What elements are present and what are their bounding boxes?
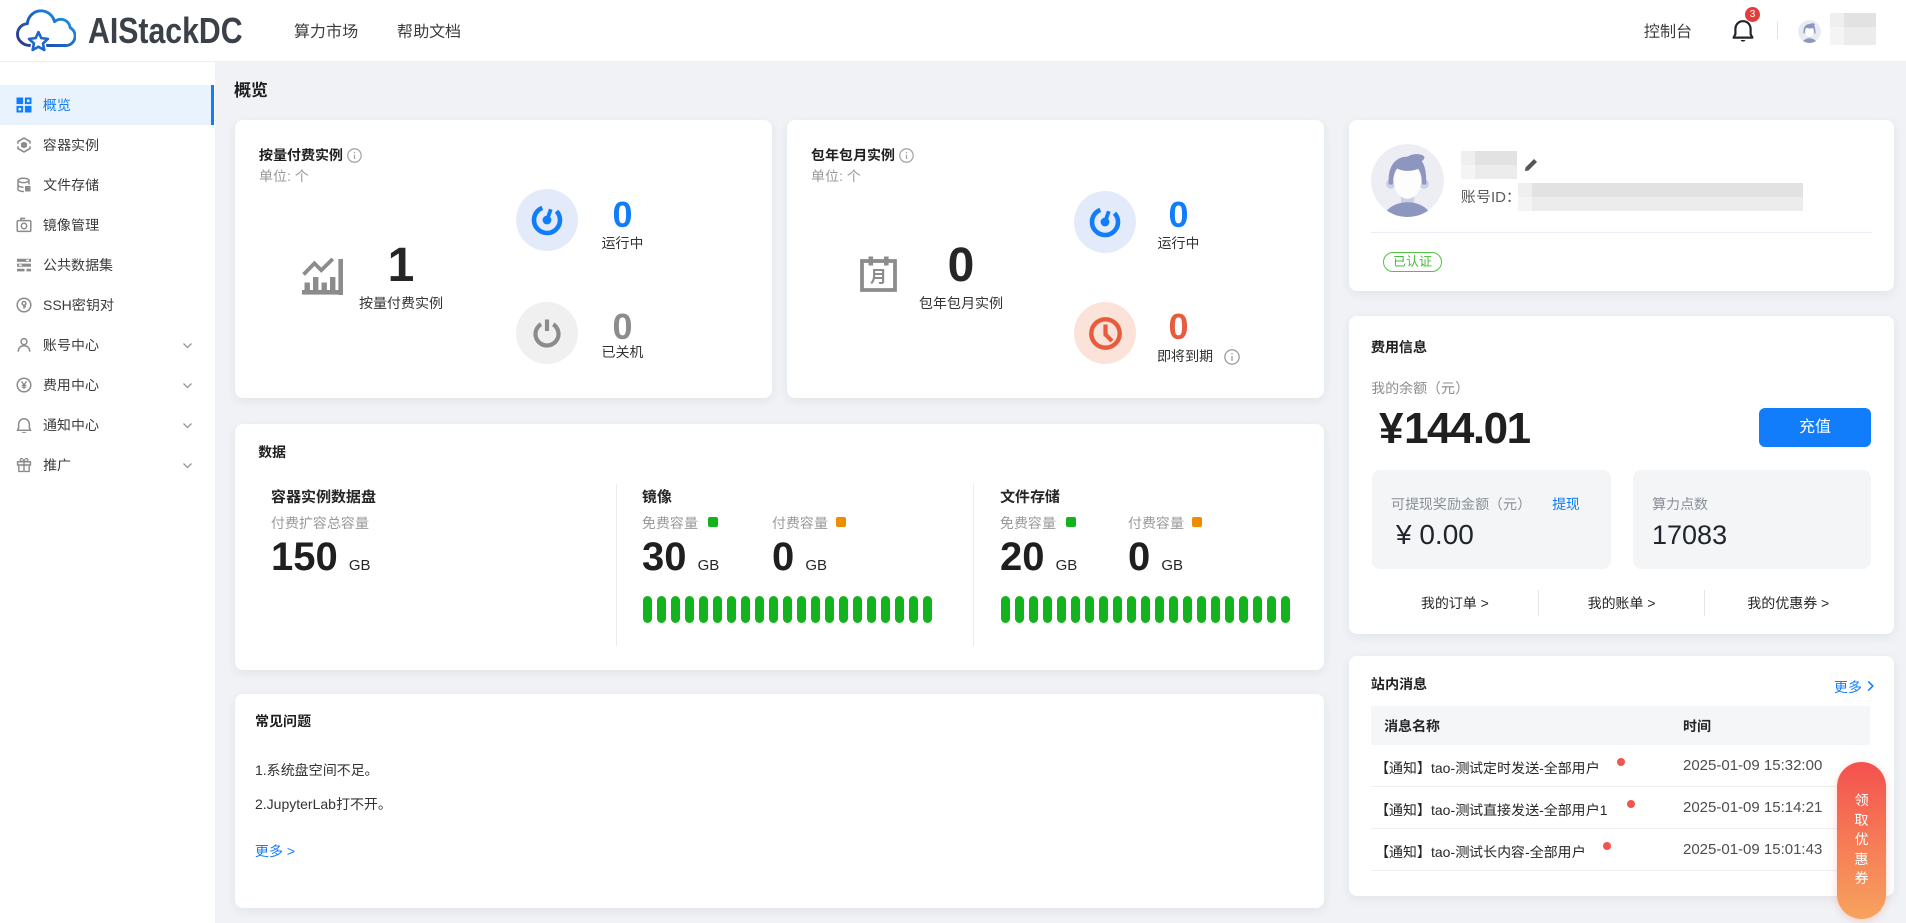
svg-text:月: 月 [870,263,887,288]
